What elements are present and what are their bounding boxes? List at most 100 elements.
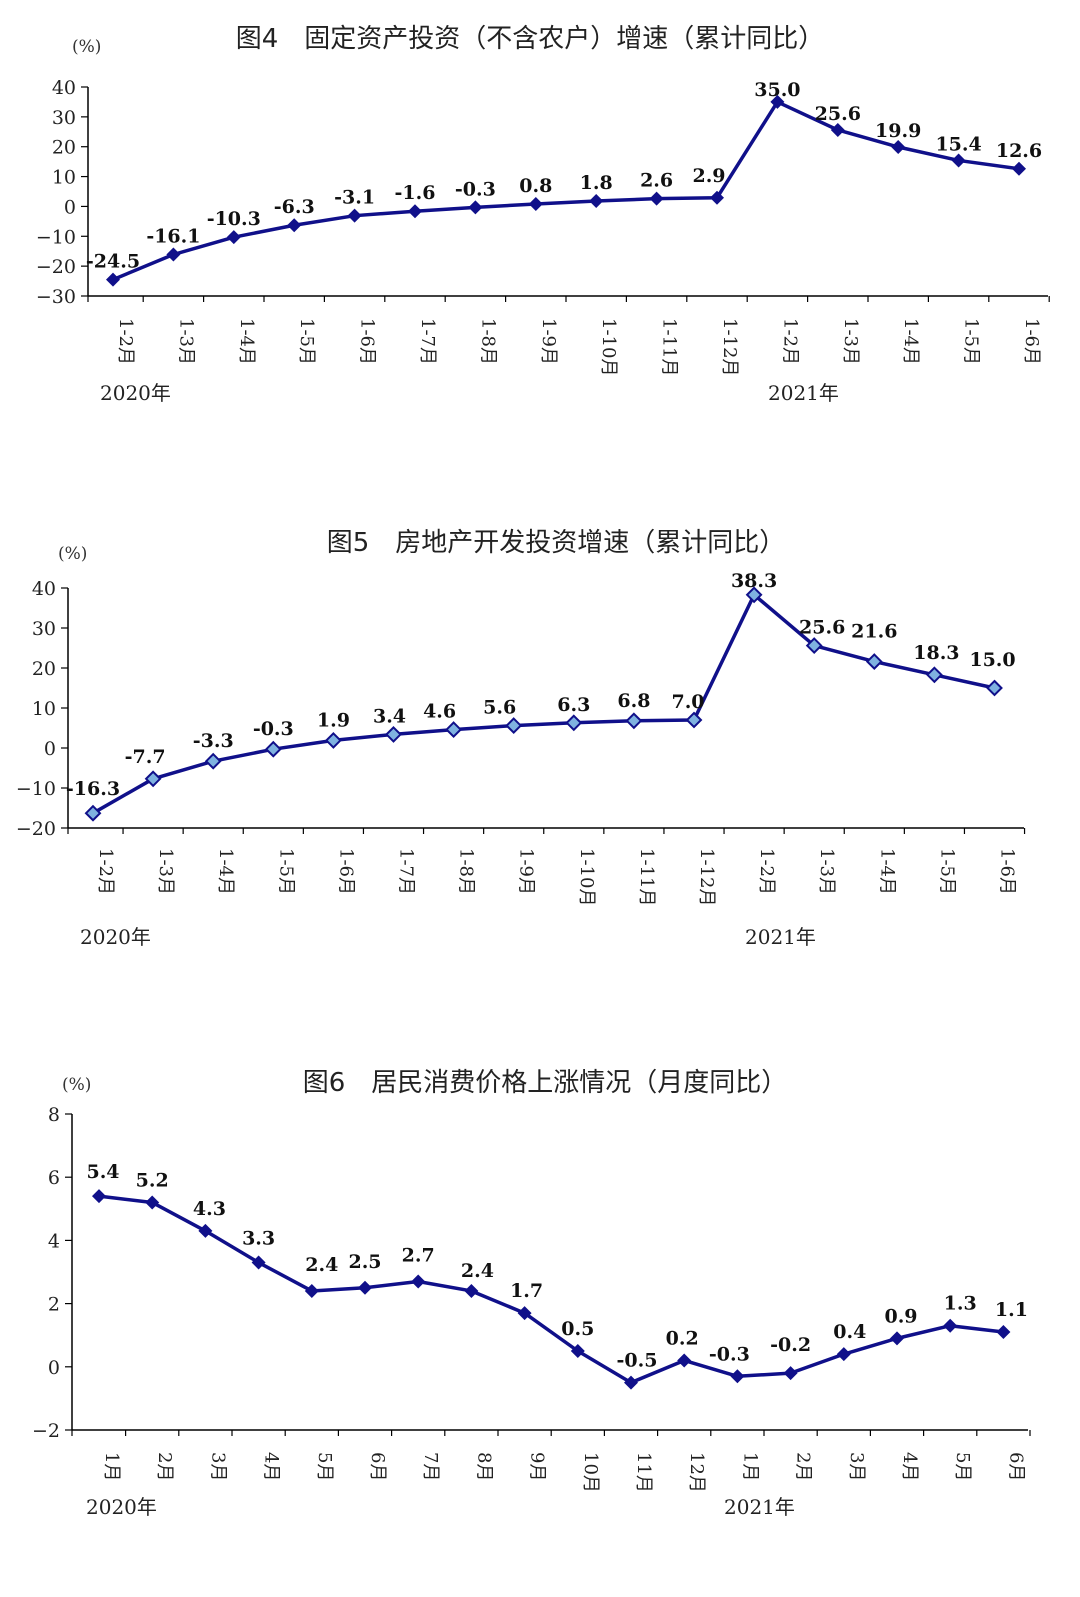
chart1-data-point <box>589 194 604 209</box>
chart2-x-category-label: 1-6月 <box>335 848 356 895</box>
chart1-x-category-label: 1-3月 <box>840 318 861 365</box>
chart3-x-category-label: 10月 <box>580 1452 601 1493</box>
chart1-data-label: 15.4 <box>935 133 981 155</box>
chart3-x-category-label: 12月 <box>686 1452 707 1493</box>
chart3-data-point <box>145 1195 160 1210</box>
chart1-x-category-label: 1-5月 <box>296 318 317 365</box>
chart1-data-point <box>830 122 845 137</box>
chart3-data-point <box>358 1280 372 1295</box>
chart1-data-point <box>468 200 483 215</box>
chart3-x-category-label: 1月 <box>739 1452 760 1481</box>
chart2-data-label: 25.6 <box>799 617 845 639</box>
chart2-y-tick-label: 30 <box>32 618 56 640</box>
chart1-y-tick-label: −30 <box>36 286 76 308</box>
chart3-data-label: -0.2 <box>770 1334 811 1356</box>
chart3-data-point <box>836 1347 851 1362</box>
chart2-data-point <box>565 714 583 732</box>
chart1-x-category-label: 1-3月 <box>175 318 196 365</box>
chart3-x-category-label: 4月 <box>899 1452 920 1481</box>
chart2-data-label: 6.3 <box>557 694 590 716</box>
chart3-x-category-label: 2月 <box>154 1452 175 1481</box>
chart1-data-point <box>1012 161 1026 176</box>
chart3-data-label: 0.4 <box>833 1321 866 1343</box>
chart1-x-category-label: 1-2月 <box>779 318 800 365</box>
chart1-x-category-label: 1-9月 <box>538 318 559 365</box>
chart2-data-point <box>264 740 282 758</box>
chart2-data-label: 15.0 <box>969 649 1015 671</box>
chart2-data-label: -16.3 <box>66 778 120 800</box>
chart3-x-category-label: 7月 <box>420 1452 441 1481</box>
chart1-data-point <box>891 140 906 155</box>
chart3-data-label: 2.4 <box>305 1254 338 1276</box>
chart1-year-label: 2020年 <box>100 381 171 405</box>
chart1-y-tick-label: 40 <box>52 77 76 99</box>
chart2-x-category-label: 1-6月 <box>997 848 1018 895</box>
chart3-data-label: 5.4 <box>86 1161 119 1183</box>
chart1-data-point <box>528 197 543 212</box>
chart2-y-tick-label: 20 <box>32 658 56 680</box>
chart1-series-line <box>112 100 1020 282</box>
chart1-x-category-label: 1-4月 <box>900 318 921 365</box>
chart3-data-label: 0.2 <box>666 1327 699 1349</box>
chart2-series-line <box>92 593 995 815</box>
chart3-x-category-label: 6月 <box>1005 1452 1026 1481</box>
chart1-data-point <box>166 247 181 262</box>
chart2-x-category-label: 1-3月 <box>155 848 176 895</box>
chart1-data-label: -16.1 <box>146 225 200 247</box>
chart3-data-point <box>464 1283 479 1298</box>
chart3-data-label: 4.3 <box>193 1198 226 1220</box>
chart3-x-category-label: 3月 <box>846 1452 867 1481</box>
chart1-data-label: -10.3 <box>207 208 261 230</box>
chart1-y-tick-label: 10 <box>52 167 76 189</box>
chart2-x-category-label: 1-4月 <box>215 848 236 895</box>
chart2-data-point <box>324 731 342 749</box>
chart2-x-category-label: 1-5月 <box>936 848 957 895</box>
chart1-data-label: 2.9 <box>692 165 725 187</box>
chart2-x-category-label: 1-2月 <box>756 848 777 895</box>
chart2-year-label: 2021年 <box>745 925 816 949</box>
chart3-data-point <box>198 1223 213 1238</box>
chart1-x-category-label: 1-11月 <box>659 318 680 376</box>
chart3-y-tick-label: 6 <box>48 1167 60 1189</box>
chart1-data-label: -24.5 <box>86 251 140 273</box>
chart3-data-point <box>624 1375 638 1390</box>
chart3-data-point <box>92 1189 106 1204</box>
chart1-data-label: 0.8 <box>519 175 552 197</box>
chart3-x-category-label: 8月 <box>473 1452 494 1481</box>
chart2-data-point <box>385 725 402 743</box>
chart3-data-label: 1.7 <box>510 1280 543 1302</box>
chart1-data-label: 12.6 <box>996 140 1042 162</box>
chart1-y-tick-label: −20 <box>36 256 76 278</box>
chart3-data-point <box>783 1366 798 1381</box>
chart2-x-category-label: 1-7月 <box>396 848 417 895</box>
chart3-x-category-label: 1月 <box>101 1452 122 1481</box>
chart3-data-point <box>730 1369 745 1384</box>
chart1-data-label: 2.6 <box>640 170 673 192</box>
chart1-data-point <box>408 204 422 219</box>
chart2-data-point <box>745 586 763 604</box>
chart3-year-label: 2021年 <box>724 1495 795 1519</box>
chart3-data-point <box>411 1274 426 1289</box>
chart2-x-category-label: 1-2月 <box>95 848 116 895</box>
chart3-data-label: 1.3 <box>944 1293 977 1315</box>
chart2-data-point <box>925 666 943 684</box>
chart3-x-category-label: 3月 <box>207 1452 228 1481</box>
chart2-data-label: 6.8 <box>617 690 650 712</box>
chart1-data-label: -0.3 <box>455 178 496 200</box>
chart3-data-label: -0.5 <box>617 1350 658 1372</box>
chart3-x-category-label: 11月 <box>633 1452 654 1493</box>
chart1-data-label: 25.6 <box>815 103 861 125</box>
chart1-data-point <box>770 94 785 109</box>
chart3-data-label: 1.1 <box>995 1299 1028 1321</box>
chart3-data-point <box>890 1331 904 1346</box>
chart2-data-label: 1.9 <box>317 709 350 731</box>
chart1-x-category-label: 1-7月 <box>417 318 438 365</box>
chart3-x-category-label: 5月 <box>952 1452 973 1481</box>
chart1-x-category-label: 1-4月 <box>236 318 257 365</box>
chart3-data-label: 0.5 <box>561 1318 594 1340</box>
chart2-unit-label: (%) <box>58 544 87 564</box>
chart2-x-category-label: 1-11月 <box>636 848 657 906</box>
chart3-data-label: 2.7 <box>402 1244 435 1266</box>
chart3-unit-label: (%) <box>62 1075 91 1095</box>
chart2-x-category-label: 1-9月 <box>516 848 537 895</box>
